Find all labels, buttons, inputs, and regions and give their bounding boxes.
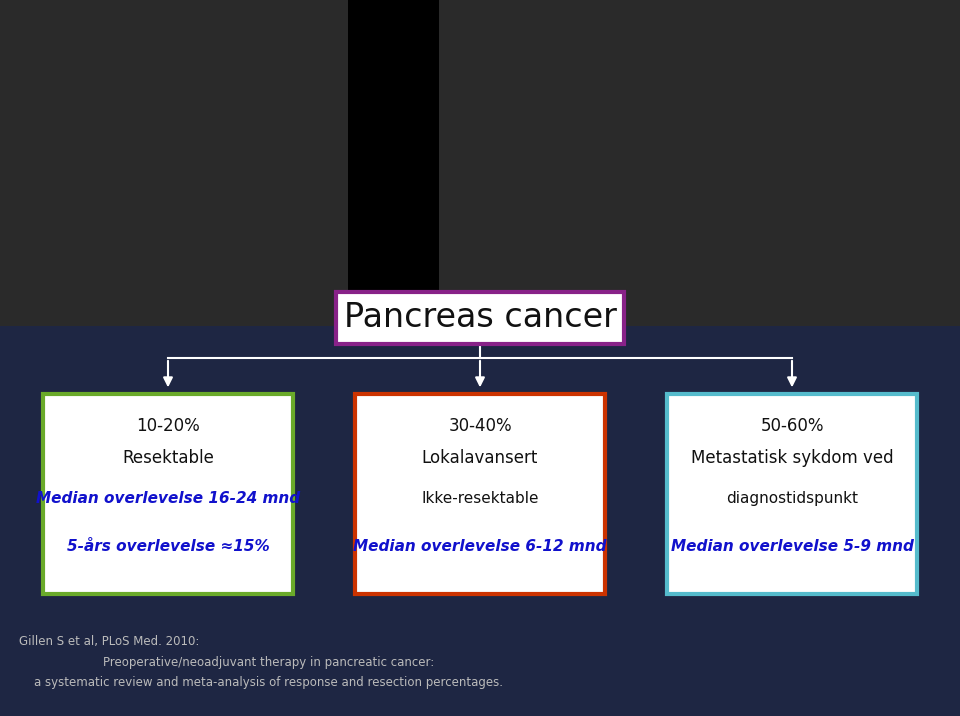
Text: 5-års overlevelse ≈15%: 5-års overlevelse ≈15% — [66, 538, 270, 553]
Text: 50-60%: 50-60% — [760, 417, 824, 435]
Text: Lokalavansert: Lokalavansert — [421, 449, 539, 467]
FancyBboxPatch shape — [667, 394, 917, 594]
Text: Pancreas cancer: Pancreas cancer — [344, 301, 616, 334]
Text: a systematic review and meta-analysis of response and resection percentages.: a systematic review and meta-analysis of… — [35, 676, 503, 689]
Text: Preoperative/neoadjuvant therapy in pancreatic cancer:: Preoperative/neoadjuvant therapy in panc… — [103, 657, 435, 669]
Text: diagnostidspunkt: diagnostidspunkt — [726, 490, 858, 505]
FancyBboxPatch shape — [348, 0, 439, 326]
Text: Ikke-resektable: Ikke-resektable — [421, 490, 539, 505]
Text: Median overlevelse 5-9 mnd: Median overlevelse 5-9 mnd — [671, 538, 913, 553]
FancyBboxPatch shape — [336, 292, 624, 344]
Text: 10-20%: 10-20% — [136, 417, 200, 435]
Text: 30-40%: 30-40% — [448, 417, 512, 435]
FancyBboxPatch shape — [355, 394, 605, 594]
FancyBboxPatch shape — [0, 0, 960, 326]
Text: Metastatisk sykdom ved: Metastatisk sykdom ved — [690, 449, 894, 467]
Text: Gillen S et al, PLoS Med. 2010:: Gillen S et al, PLoS Med. 2010: — [19, 635, 200, 648]
Text: Median overlevelse 6-12 mnd: Median overlevelse 6-12 mnd — [353, 538, 607, 553]
FancyBboxPatch shape — [43, 394, 293, 594]
Text: Resektable: Resektable — [122, 449, 214, 467]
Text: Median overlevelse 16-24 mnd: Median overlevelse 16-24 mnd — [36, 490, 300, 505]
